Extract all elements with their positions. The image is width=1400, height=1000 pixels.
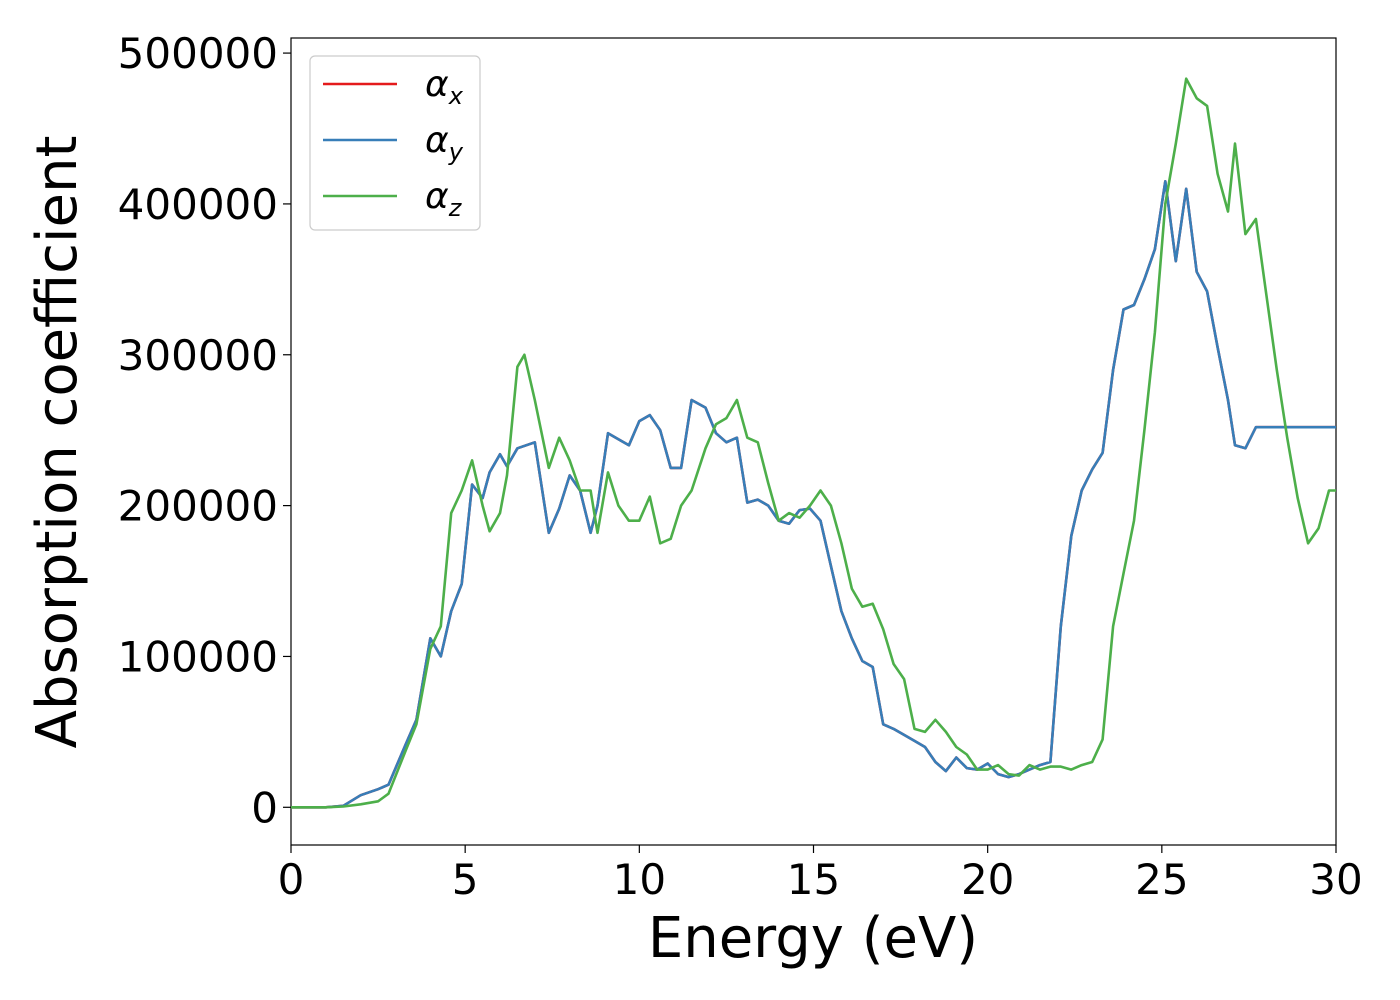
- y-axis-label: Absorption coefficient: [25, 136, 90, 749]
- y-tick-label: 0: [251, 783, 278, 832]
- x-axis-label: Energy (eV): [648, 906, 978, 971]
- y-tick-label: 500000: [118, 29, 278, 78]
- legend-label-y: αy: [425, 120, 464, 166]
- x-tick-label: 15: [787, 855, 840, 904]
- series-layer: [291, 77, 1336, 809]
- x-tick-label: 0: [278, 855, 305, 904]
- x-tick-label: 10: [613, 855, 666, 904]
- y-tick-label: 100000: [118, 632, 278, 681]
- x-axis-ticks: 0 5 10 15 20 25 30: [278, 845, 1363, 904]
- legend-label-x: αx: [425, 64, 464, 110]
- series-line-y: [291, 180, 1336, 809]
- y-tick-label: 200000: [118, 482, 278, 531]
- y-axis-ticks: 0 100000 200000 300000 400000 500000: [118, 29, 291, 832]
- x-tick-label: 30: [1309, 855, 1362, 904]
- y-tick-label: 400000: [118, 180, 278, 229]
- x-tick-label: 25: [1135, 855, 1188, 904]
- legend-box: [309, 55, 481, 231]
- legend-label-z: αz: [425, 176, 463, 222]
- x-tick-label: 5: [452, 855, 479, 904]
- y-tick-label: 300000: [118, 331, 278, 380]
- series-line-z: [291, 77, 1336, 809]
- x-tick-label: 20: [961, 855, 1014, 904]
- legend: αx αy αz: [309, 55, 481, 231]
